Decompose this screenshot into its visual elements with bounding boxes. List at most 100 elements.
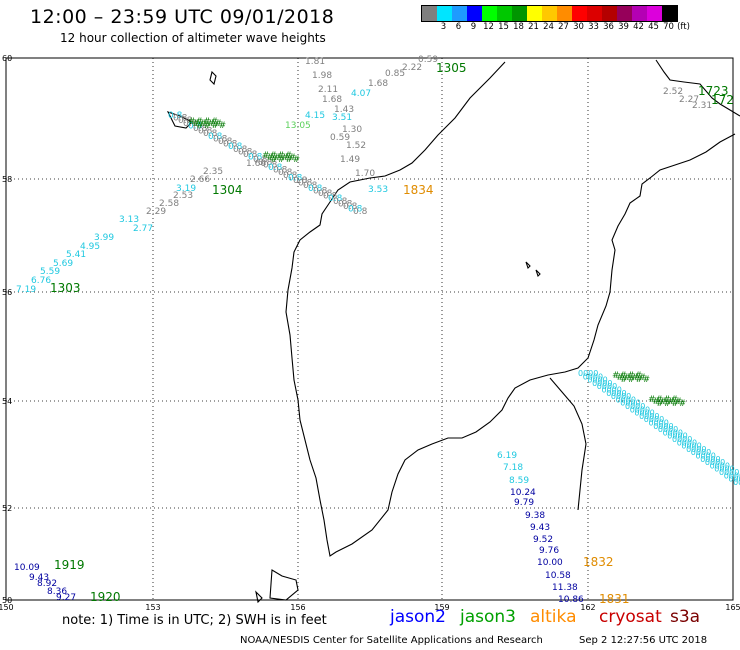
wave-height-label: 0.8 bbox=[188, 121, 203, 131]
wave-height-label: 0.8 bbox=[168, 111, 183, 121]
colorbar-swatch bbox=[512, 6, 527, 21]
wave-height-label: 0000 bbox=[691, 448, 711, 457]
wave-height-label: 9.27 bbox=[56, 593, 76, 603]
colorbar-label: 15 bbox=[498, 22, 509, 32]
wave-height-label: 0000 bbox=[583, 372, 603, 381]
wave-height-label: 0.8 bbox=[293, 176, 308, 186]
wave-height-label: 2.29 bbox=[146, 207, 166, 217]
wave-height-label: 1.81 bbox=[305, 57, 325, 67]
wave-height-label: 9.76 bbox=[539, 546, 559, 556]
wave-height-label: 10.09 bbox=[14, 563, 40, 573]
wave-height-label: 0000 bbox=[724, 471, 740, 480]
wave-cluster-mark: #### bbox=[648, 395, 678, 405]
wave-height-label: 6.19 bbox=[497, 451, 517, 461]
wave-cluster-mark: #### bbox=[616, 373, 646, 383]
pass-time-label: 1305 bbox=[436, 61, 467, 75]
wave-height-label: 10.00 bbox=[537, 558, 563, 568]
lon-tick-label: 159 bbox=[434, 603, 449, 612]
wave-height-label: 2.58 bbox=[159, 199, 179, 209]
wave-height-label: 0000 bbox=[658, 425, 678, 434]
wave-height-label: 0.8 bbox=[208, 132, 223, 142]
pass-time-label: 1920 bbox=[90, 590, 121, 604]
wave-height-label: 6.76 bbox=[31, 276, 51, 286]
lat-tick-label: 50 bbox=[2, 596, 12, 605]
colorbar-label: 27 bbox=[558, 22, 569, 32]
wave-height-label: 1.52 bbox=[346, 141, 366, 151]
wave-height-label: 9.43 bbox=[29, 573, 49, 583]
wave-height-label: 9.38 bbox=[525, 511, 545, 521]
wave-height-label: 0000 bbox=[639, 412, 659, 421]
colorbar-swatch bbox=[452, 6, 467, 21]
island-small-3 bbox=[535, 269, 541, 278]
island-small-2 bbox=[525, 261, 531, 270]
wave-height-label: 0000 bbox=[728, 475, 740, 484]
wave-height-label: 0000 bbox=[686, 445, 706, 454]
wave-height-label: 1.60 bbox=[246, 159, 266, 169]
wave-height-label: 5.69 bbox=[53, 259, 73, 269]
wave-height-label: 0.8 bbox=[283, 171, 298, 181]
colorbar-label: 39 bbox=[618, 22, 629, 32]
wave-height-label: 2.27 bbox=[679, 95, 699, 105]
wave-height-label: 0000 bbox=[606, 389, 626, 398]
island-sw-2 bbox=[255, 590, 263, 604]
wave-height-label: 3.51 bbox=[332, 113, 352, 123]
colorbar-swatch bbox=[497, 6, 512, 21]
wave-cluster-mark: #### bbox=[192, 119, 222, 129]
wave-height-label: 0000 bbox=[672, 435, 692, 444]
wave-cluster-mark: #### bbox=[266, 153, 296, 163]
wave-cluster-mark: #### bbox=[196, 121, 226, 131]
wave-height-label: 0000 bbox=[578, 369, 598, 378]
wave-height-label: 0000 bbox=[630, 405, 650, 414]
colorbar-swatch bbox=[437, 6, 452, 21]
pass-time-label: 1831 bbox=[599, 592, 630, 606]
wave-height-label: 0.8 bbox=[328, 194, 343, 204]
wave-height-label: 0.8 bbox=[183, 119, 198, 129]
wave-cluster-mark: #### bbox=[270, 155, 300, 165]
colorbar bbox=[421, 5, 678, 22]
wave-height-label: 2.11 bbox=[318, 85, 338, 95]
wave-height-label: 0.8 bbox=[238, 147, 253, 157]
coastline bbox=[166, 59, 740, 604]
wave-height-label: 0000 bbox=[700, 455, 720, 464]
pass-time-label: 172 bbox=[711, 93, 734, 107]
wave-height-label: 0.8 bbox=[323, 192, 338, 202]
colorbar-swatch bbox=[602, 6, 617, 21]
wave-cluster-mark: #### bbox=[656, 399, 686, 409]
colorbar-swatch bbox=[662, 6, 677, 21]
lon-tick-label: 165 bbox=[725, 603, 740, 612]
wave-height-label: 4.15 bbox=[305, 111, 325, 121]
wave-height-label: 0000 bbox=[719, 468, 739, 477]
wave-height-label: 5.59 bbox=[40, 267, 60, 277]
colorbar-swatch bbox=[527, 6, 542, 21]
wave-height-label: 0000 bbox=[616, 395, 636, 404]
lat-tick-label: 54 bbox=[2, 397, 12, 406]
wave-height-label: 0.8 bbox=[258, 158, 273, 168]
wave-height-label: 0.8 bbox=[253, 155, 268, 165]
wave-height-label: 0000 bbox=[653, 422, 673, 431]
lon-tick-label: 150 bbox=[0, 603, 14, 612]
wave-height-label: 2.77 bbox=[133, 224, 153, 234]
pass-time-label: 1723 bbox=[698, 84, 729, 98]
pass-time-label: 1304 bbox=[212, 183, 243, 197]
footnote: note: 1) Time is in UTC; 2) SWH is in fe… bbox=[62, 613, 327, 628]
colorbar-label: 30 bbox=[573, 22, 584, 32]
wave-height-label: 4.95 bbox=[80, 242, 100, 252]
wave-height-label: 1.68 bbox=[322, 95, 342, 105]
lat-tick-label: 58 bbox=[2, 175, 12, 184]
wave-height-label: 0.8 bbox=[263, 160, 278, 170]
coastline-mainland bbox=[285, 61, 736, 557]
page-title: 12:00 – 23:59 UTC 09/01/2018 bbox=[30, 6, 335, 28]
colorbar-swatch bbox=[632, 6, 647, 21]
wave-height-label: 0.8 bbox=[273, 166, 288, 176]
wave-height-label: 8.36 bbox=[47, 587, 67, 597]
wave-height-label: 0.8 bbox=[288, 173, 303, 183]
colorbar-label: (ft) bbox=[677, 22, 690, 32]
island-small-1 bbox=[209, 70, 217, 86]
wave-height-label: 7.18 bbox=[503, 463, 523, 473]
wave-cluster-mark: #### bbox=[612, 371, 642, 381]
colorbar-swatch bbox=[557, 6, 572, 21]
wave-height-label: 0.8 bbox=[193, 124, 208, 134]
wave-height-label: 0.8 bbox=[213, 134, 228, 144]
